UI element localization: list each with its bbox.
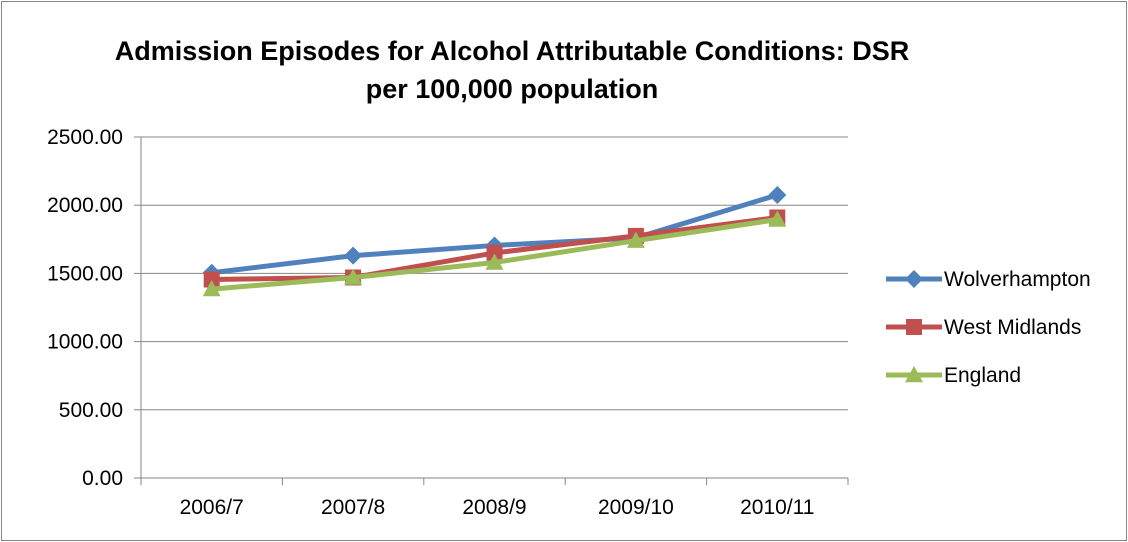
data-point xyxy=(626,231,645,248)
legend-marker xyxy=(905,270,923,288)
x-tick-label: 2006/7 xyxy=(180,496,244,519)
data-point xyxy=(203,271,220,288)
data-point xyxy=(486,244,503,261)
legend-label: West Midlands xyxy=(944,316,1081,339)
data-point xyxy=(202,280,221,297)
legend-marker xyxy=(905,366,923,383)
x-tick-label: 2008/9 xyxy=(462,496,526,519)
data-point xyxy=(768,185,787,204)
series-layer xyxy=(202,185,787,297)
legend-layer: Wolverhampton West Midlands England xyxy=(886,268,1091,387)
legend-marker xyxy=(906,319,922,335)
legend-entry: Wolverhampton xyxy=(886,268,1091,291)
y-tick-label: 500.00 xyxy=(59,399,123,422)
axis-layer xyxy=(134,136,849,485)
y-tick-label: 1500.00 xyxy=(47,262,123,285)
label-layer: 0.00 500.00 1000.00 1500.00 2000.00 2500.00 20… xyxy=(47,126,814,519)
y-tick-label: 2000.00 xyxy=(47,194,123,217)
x-tick-label: 2007/8 xyxy=(321,496,385,519)
grid-layer xyxy=(141,136,848,411)
series-england xyxy=(202,210,787,297)
data-point xyxy=(768,210,787,227)
legend-entry: England xyxy=(886,364,1021,387)
x-tick-label: 2009/10 xyxy=(598,496,674,519)
data-point xyxy=(485,253,504,270)
y-tick-label: 2500.00 xyxy=(47,126,123,149)
data-point xyxy=(344,246,363,265)
legend-entry: West Midlands xyxy=(886,316,1081,339)
legend-label: Wolverhampton xyxy=(944,268,1091,291)
data-point xyxy=(344,268,363,285)
chart-title: Admission Episodes for Alcohol Attributa… xyxy=(114,36,910,104)
y-tick-label: 0.00 xyxy=(82,467,123,490)
x-tick-label: 2010/11 xyxy=(740,496,814,519)
y-tick-label: 1000.00 xyxy=(47,331,123,354)
series-west-midlands xyxy=(203,209,786,288)
legend-label: England xyxy=(944,364,1021,387)
